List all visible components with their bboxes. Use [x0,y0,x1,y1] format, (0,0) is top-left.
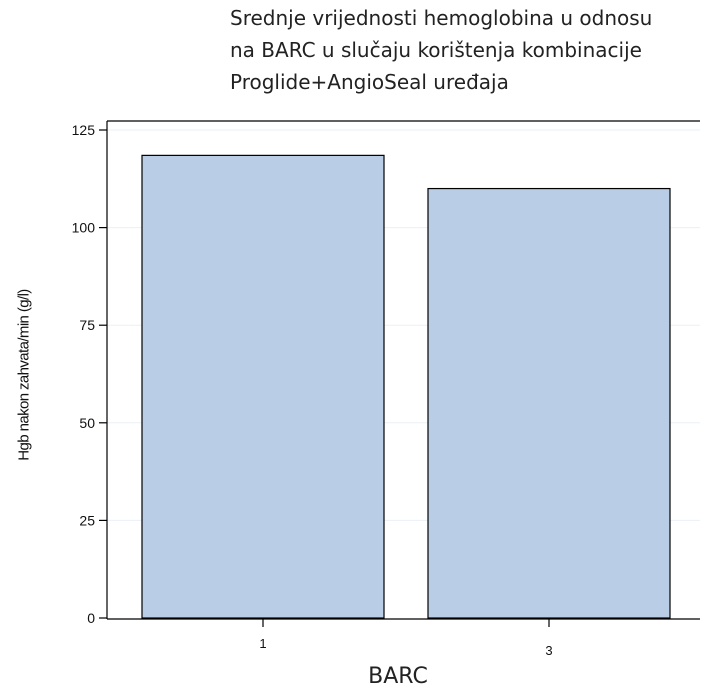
chart-title-line-2: na BARC u slučaju korištenja kombinacije [230,38,642,62]
axes [106,120,700,620]
chart-title-line-1: Srednje vrijednosti hemoglobina u odnosu [230,6,653,30]
bars [141,154,671,619]
y-tick-label: 125 [72,122,96,138]
ticks: 0 25 50 75 100 125 1 3 [72,122,553,658]
y-tick-label: 0 [87,610,95,626]
y-tick-label: 25 [79,512,95,528]
y-tick-label: 75 [79,317,95,333]
y-tick-label: 50 [79,415,95,431]
bar-1 [141,154,385,619]
chart-title-line-3: Proglide+AngioSeal uređaja [230,70,509,94]
x-axis-label: BARC [368,664,428,689]
bar-3 [427,187,671,619]
x-tick-label: 1 [259,636,266,651]
y-tick-label: 100 [72,220,96,236]
x-tick-label: 3 [545,643,552,658]
chart-title: Srednje vrijednosti hemoglobina u odnosu… [230,2,700,98]
